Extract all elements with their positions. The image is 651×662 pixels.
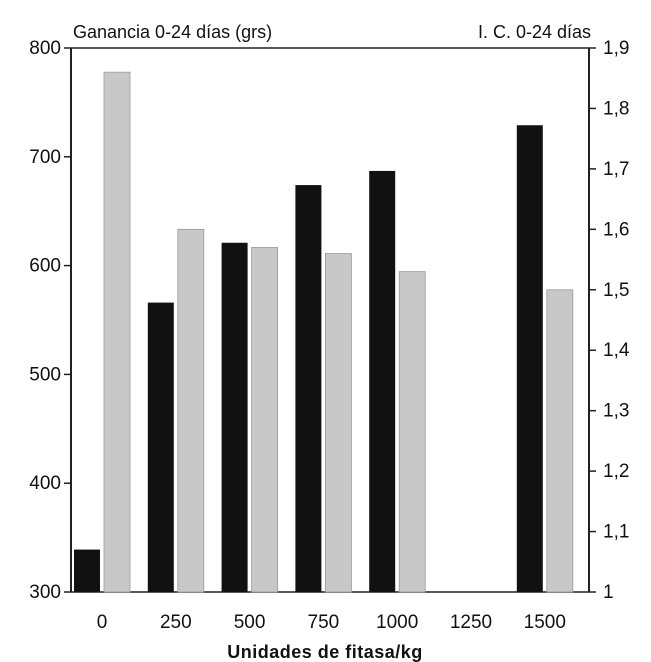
bar-indice-conversion (398, 271, 426, 593)
bar-ganancia (74, 549, 100, 592)
bar-indice-conversion (324, 253, 352, 593)
bar-indice-conversion (103, 71, 131, 593)
bar-ganancia (147, 302, 174, 592)
right-tick-label: 1,4 (603, 340, 630, 361)
x-axis-ticks: 0 250 500 750 1000 1250 1500 (97, 612, 566, 633)
x-axis-label: Unidades de fitasa/kg (227, 642, 423, 662)
left-tick-label: 700 (29, 147, 61, 168)
x-tick-label: 1000 (376, 612, 418, 633)
left-tick-label: 400 (29, 473, 61, 494)
bar-indice-conversion (177, 228, 205, 593)
x-tick-label: 250 (160, 612, 192, 633)
left-tick-label: 600 (29, 256, 61, 277)
right-axis-title: I. C. 0-24 días (478, 22, 591, 42)
x-tick-label: 1500 (524, 612, 566, 633)
right-tick-label: 1,9 (603, 38, 629, 59)
bars-group (74, 71, 574, 593)
right-tick-label: 1,3 (603, 401, 629, 422)
left-tick-label: 500 (29, 364, 61, 385)
left-axis-ticks: 300 400 500 600 700 800 (29, 38, 71, 603)
x-tick-label: 1250 (450, 612, 492, 633)
bar-ganancia (516, 125, 543, 593)
left-tick-label: 800 (29, 38, 61, 59)
right-tick-label: 1,5 (603, 280, 629, 301)
right-axis-ticks: 1 1,1 1,2 1,3 1,4 1,5 1,6 1,7 1,8 1,9 (589, 38, 630, 603)
right-tick-label: 1,2 (603, 461, 629, 482)
bar-ganancia (221, 242, 248, 592)
x-tick-label: 500 (234, 612, 266, 633)
x-tick-label: 750 (308, 612, 340, 633)
bar-ganancia (369, 170, 396, 592)
left-tick-label: 300 (29, 582, 61, 603)
left-axis-title: Ganancia 0-24 días (grs) (73, 22, 272, 42)
right-tick-label: 1,8 (603, 98, 629, 119)
x-tick-label: 0 (97, 612, 108, 633)
right-tick-label: 1,1 (603, 522, 629, 543)
bar-indice-conversion (251, 247, 279, 593)
bar-indice-conversion (546, 289, 574, 593)
right-tick-label: 1,6 (603, 219, 629, 240)
right-tick-label: 1 (603, 582, 614, 603)
right-tick-label: 1,7 (603, 159, 629, 180)
bar-ganancia (295, 185, 322, 592)
